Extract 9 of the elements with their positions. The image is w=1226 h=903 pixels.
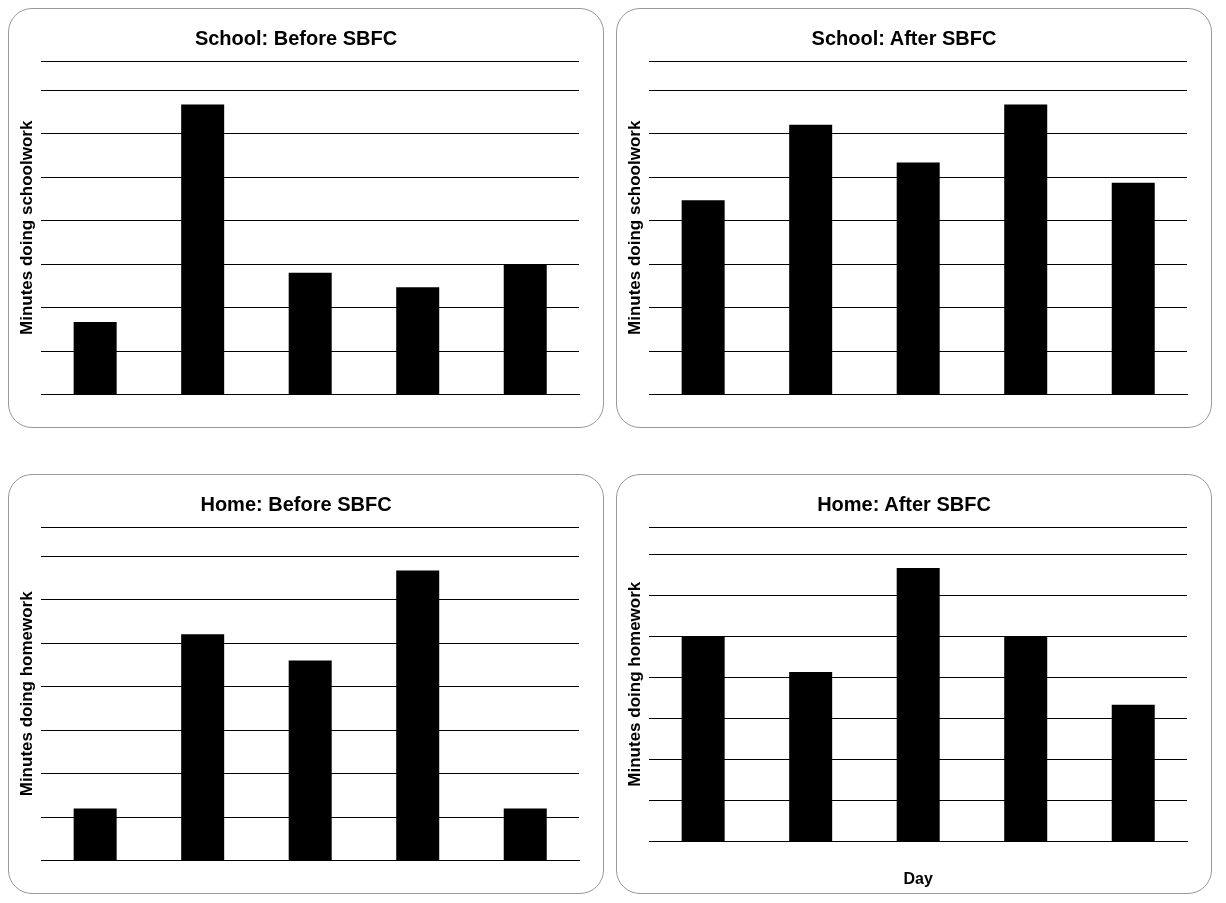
chart-title: School: After SBFC (811, 26, 997, 49)
y-axis-title: Minutes doing homework (16, 590, 36, 797)
y-axis-title: Minutes doing schoolwork (624, 120, 644, 335)
chart-title: School: Before SBFC (194, 26, 398, 49)
chart-title: Home: After SBFC (817, 492, 991, 515)
chart-title: Home: Before SBFC (200, 492, 392, 515)
x-axis-title: Day (903, 869, 933, 887)
y-axis-title: Minutes doing homework (624, 581, 644, 787)
y-axis-title: Minutes doing schoolwork (16, 120, 36, 335)
